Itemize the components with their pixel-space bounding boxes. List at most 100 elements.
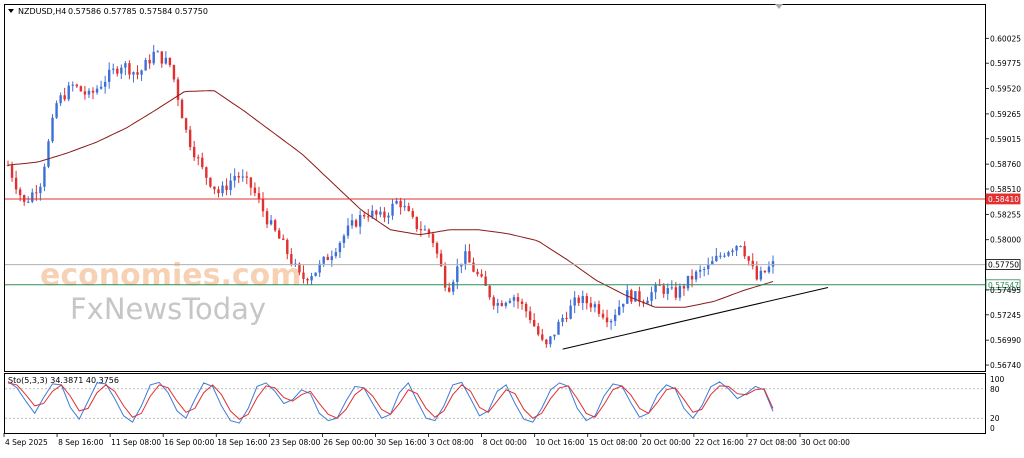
current-price-tag [985,259,1021,270]
candle-body [217,189,220,194]
candle-body [27,201,30,203]
candle-body [140,70,143,75]
candle [35,184,38,201]
candle-body [192,146,196,158]
trendline[interactable] [562,286,829,350]
candle [87,88,91,99]
candle [646,296,649,304]
stochastic-tick-label: 80 [990,385,1000,394]
candle-body [731,250,734,253]
candle [261,192,265,217]
candle-body [743,245,746,257]
candle-body [338,242,342,253]
candle-body [496,303,499,306]
candle-body [152,51,155,64]
candle-body [508,300,512,303]
candle-body [286,239,289,255]
candle-body [468,251,471,263]
candle [306,277,309,285]
candle [160,51,164,68]
candle-body [472,262,475,272]
candle-body [269,220,273,225]
candle-body [488,285,491,298]
candle-body [310,276,313,281]
time-tick-label: 4 Sep 2025 [5,438,48,447]
candle [553,334,556,341]
candle [326,253,329,261]
candle [152,44,155,66]
candle-body [464,251,467,264]
candle-body [99,86,103,89]
candle-body [686,275,690,289]
candle [516,293,520,309]
candle [176,77,180,107]
candle-body [124,63,127,68]
candle [354,218,358,228]
candle-body [221,185,224,194]
candle [383,207,386,223]
candle [609,319,613,330]
candle [630,288,633,304]
candle-body [715,255,718,262]
candle-body [136,72,139,75]
price-tick-label: 0.58510 [990,185,1021,194]
candle-body [241,176,244,178]
candle [318,260,321,277]
candle-body [694,271,698,280]
candle-body [662,285,665,294]
candle-body [670,287,674,289]
candle [488,284,491,300]
candle [763,270,767,274]
candle [286,238,289,260]
candle [496,298,499,314]
candle [460,263,463,274]
candle-body [638,291,641,302]
candle-body [630,290,633,302]
candle [423,225,427,231]
candle [601,309,605,320]
candle [435,241,439,259]
candle [47,139,50,169]
candle-body [553,334,556,337]
candle [282,234,285,241]
candle [75,83,79,89]
candle-body [71,84,74,86]
time-tick-label: 26 Sep 00:00 [323,438,373,447]
candle-body [528,311,532,320]
candle-body [585,296,589,304]
candle-body [350,220,354,226]
candle [205,166,208,185]
candle [59,92,62,106]
candle-body [476,271,479,275]
candle [537,322,540,337]
candle [213,186,216,195]
candle-body [371,210,374,217]
candle-body [541,334,544,340]
candle [541,328,544,342]
price-layer [5,44,985,350]
candle [524,301,528,318]
candle-body [112,68,115,70]
chart-menu-arrow-icon[interactable] [8,9,14,13]
candle-body [164,57,168,64]
candle [617,300,621,316]
candle-body [411,210,414,217]
candle [209,177,212,189]
candle [622,303,625,313]
candle [694,270,698,283]
support-price-label: 0.57547 [988,281,1019,290]
scroll-marker-icon[interactable] [775,4,783,9]
candle [225,178,228,196]
candle [148,54,151,69]
candle-body [367,216,370,218]
candle-body [690,275,694,280]
candle-body [14,177,18,190]
candle [759,266,763,282]
candle-body [184,118,188,130]
candle-body [431,233,435,244]
candle-body [666,288,669,294]
candle-body [67,85,70,100]
resistance-price-label: 0.58410 [988,195,1019,204]
candle [747,255,750,266]
candle-body [407,206,410,211]
